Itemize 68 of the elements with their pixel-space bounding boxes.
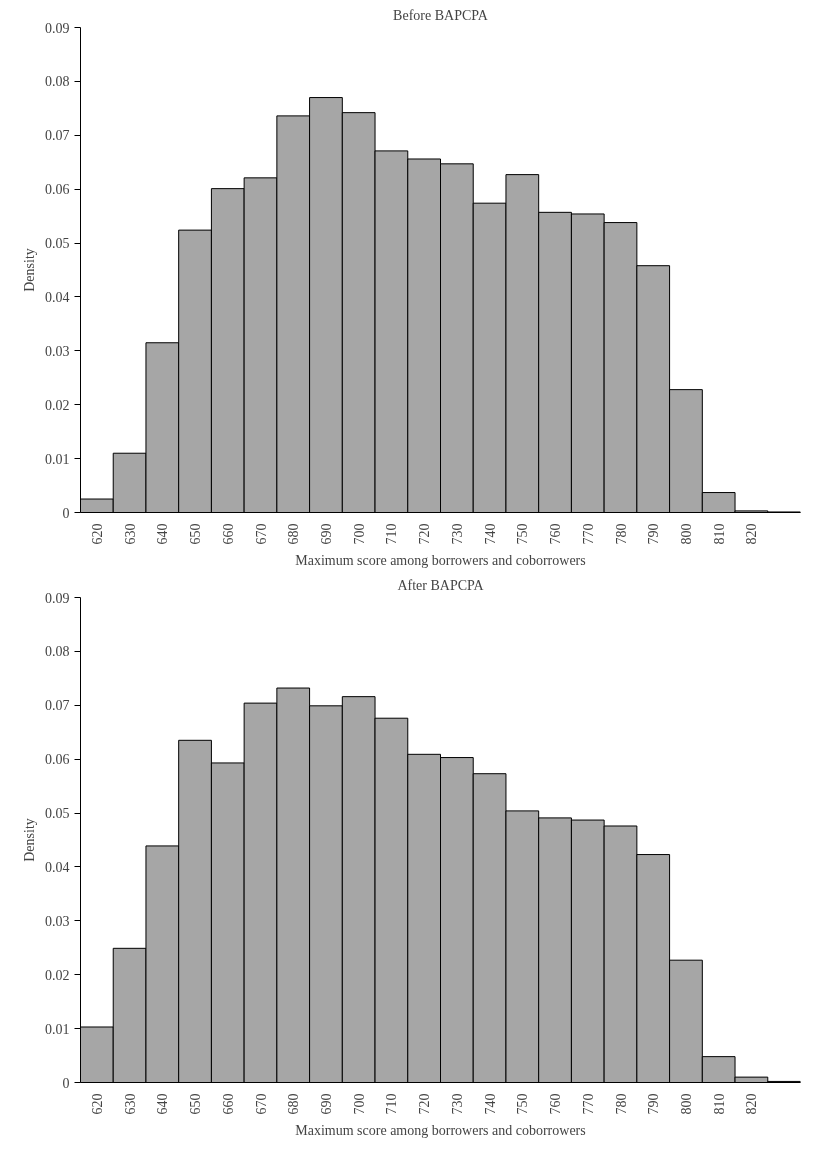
x-tick-label: 650 bbox=[188, 1093, 204, 1115]
x-tick-label: 680 bbox=[286, 1093, 302, 1115]
x-tick-label: 740 bbox=[482, 1093, 498, 1115]
x-tick-label: 660 bbox=[220, 523, 236, 545]
x-tick-label: 750 bbox=[515, 523, 531, 545]
y-tick-label: 0.05 bbox=[45, 236, 70, 252]
x-axis-title: Maximum score among borrowers and coborrowers bbox=[295, 552, 586, 568]
x-tick-label: 700 bbox=[351, 523, 367, 545]
x-tick-label: 770 bbox=[580, 1093, 596, 1115]
y-tick-label: 0.03 bbox=[45, 913, 70, 929]
y-tick-label: 0.05 bbox=[45, 806, 70, 822]
y-axis-title: Density bbox=[22, 248, 37, 292]
y-tick-label: 0.06 bbox=[45, 752, 70, 768]
chart-title: After BAPCPA bbox=[397, 577, 485, 593]
x-tick-label: 620 bbox=[89, 1093, 105, 1115]
y-tick-label: 0.08 bbox=[45, 644, 70, 660]
y-tick-label: 0.01 bbox=[45, 1021, 70, 1037]
x-tick-label: 810 bbox=[711, 523, 727, 545]
x-tick-label: 820 bbox=[744, 523, 760, 545]
x-axis-title: Maximum score among borrowers and coborrowers bbox=[295, 1122, 586, 1138]
x-tick-label: 630 bbox=[122, 1093, 138, 1115]
x-tick-label: 770 bbox=[580, 523, 596, 545]
x-tick-label: 710 bbox=[384, 523, 400, 545]
x-tick-label: 750 bbox=[515, 1093, 531, 1115]
y-axis-title: Density bbox=[22, 818, 37, 862]
y-tick-label: 0 bbox=[62, 505, 70, 521]
x-tick-label: 720 bbox=[417, 1093, 433, 1115]
x-tick-label: 710 bbox=[384, 1093, 400, 1115]
x-tick-label: 650 bbox=[188, 523, 204, 545]
x-tick-label: 800 bbox=[678, 523, 694, 545]
x-tick-label: 820 bbox=[744, 1093, 760, 1115]
y-tick-label: 0.02 bbox=[45, 397, 70, 413]
y-tick-label: 0.09 bbox=[45, 20, 70, 36]
x-tick-label: 810 bbox=[711, 1093, 727, 1115]
x-tick-label: 780 bbox=[613, 1093, 629, 1115]
x-tick-label: 680 bbox=[286, 523, 302, 545]
x-tick-label: 630 bbox=[122, 523, 138, 545]
x-tick-label: 690 bbox=[318, 523, 334, 545]
x-tick-label: 790 bbox=[646, 523, 662, 545]
y-tick-label: 0.04 bbox=[45, 859, 70, 875]
y-tick-label: 0.02 bbox=[45, 967, 70, 983]
x-tick-label: 790 bbox=[646, 1093, 662, 1115]
x-tick-label: 700 bbox=[351, 1093, 367, 1115]
x-tick-label: 620 bbox=[89, 523, 105, 545]
y-tick-label: 0.07 bbox=[45, 128, 70, 144]
x-tick-label: 720 bbox=[417, 523, 433, 545]
x-tick-label: 640 bbox=[155, 1093, 171, 1115]
x-tick-label: 740 bbox=[482, 523, 498, 545]
y-tick-label: 0.09 bbox=[45, 590, 70, 606]
x-tick-label: 660 bbox=[220, 1093, 236, 1115]
x-tick-label: 670 bbox=[253, 523, 269, 545]
y-tick-label: 0.03 bbox=[45, 343, 70, 359]
y-tick-label: 0.04 bbox=[45, 289, 70, 305]
x-tick-label: 690 bbox=[318, 1093, 334, 1115]
chart-title: Before BAPCPA bbox=[393, 7, 489, 23]
y-tick-label: 0.08 bbox=[45, 74, 70, 90]
x-tick-label: 730 bbox=[449, 1093, 465, 1115]
x-tick-label: 640 bbox=[155, 523, 171, 545]
y-tick-label: 0.06 bbox=[45, 182, 70, 198]
y-tick-label: 0.01 bbox=[45, 451, 70, 467]
y-tick-label: 0 bbox=[62, 1075, 70, 1091]
x-tick-label: 730 bbox=[449, 523, 465, 545]
x-tick-label: 670 bbox=[253, 1093, 269, 1115]
x-tick-label: 760 bbox=[548, 523, 564, 545]
x-tick-label: 800 bbox=[678, 1093, 694, 1115]
y-tick-label: 0.07 bbox=[45, 698, 70, 714]
x-tick-label: 760 bbox=[548, 1093, 564, 1115]
x-tick-label: 780 bbox=[613, 523, 629, 545]
